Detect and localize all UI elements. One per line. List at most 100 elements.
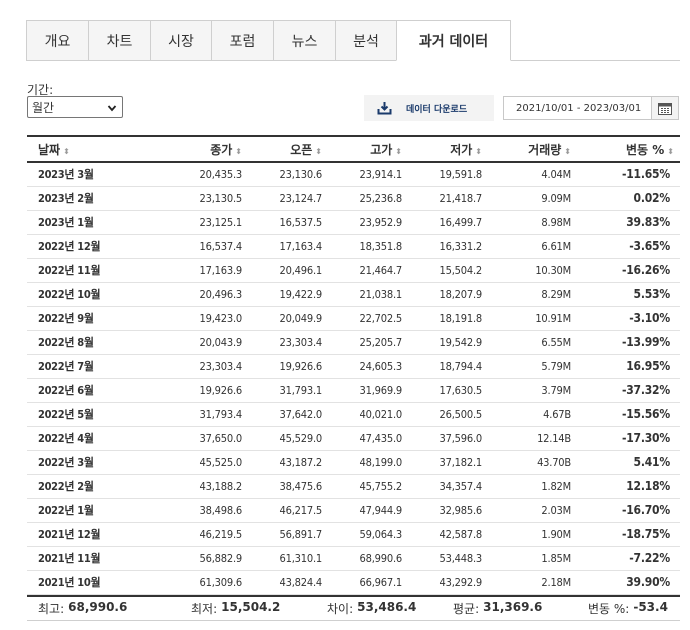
- chevron-down-icon: [107, 102, 117, 112]
- cell-date: 2022년 9월: [27, 306, 153, 331]
- cell-high: 25,236.8: [328, 186, 408, 211]
- period-select[interactable]: 월간: [27, 96, 123, 118]
- cell-close: 38,498.6: [153, 498, 248, 523]
- cell-change: 5.41%: [577, 450, 680, 475]
- cell-date: 2022년 4월: [27, 426, 153, 451]
- download-label: 데이터 다운로드: [406, 104, 468, 115]
- cell-close: 45,525.0: [153, 450, 248, 475]
- column-header-label: 날짜: [38, 142, 61, 157]
- cell-low: 21,418.7: [408, 186, 488, 211]
- tab-news[interactable]: 뉴스: [273, 20, 335, 61]
- column-header-date[interactable]: 날짜 ⬍: [27, 135, 153, 163]
- cell-high: 59,064.3: [328, 522, 408, 547]
- column-header-volume[interactable]: 거래량 ⬍: [488, 135, 577, 163]
- cell-close: 23,125.1: [153, 210, 248, 235]
- cell-open: 61,310.1: [248, 546, 328, 571]
- cell-change: -13.99%: [577, 330, 680, 355]
- tab-bar: 개요 차트 시장 포럼 뉴스 분석 과거 데이터: [26, 20, 511, 61]
- table-row: 2021년 10월 61,309.6 43,824.4 66,967.1 43,292.…: [27, 570, 680, 595]
- cell-volume: 4.67B: [488, 402, 577, 427]
- cell-open: 20,496.1: [248, 258, 328, 283]
- cell-high: 45,755.2: [328, 474, 408, 499]
- cell-date: 2022년 7월: [27, 354, 153, 379]
- cell-date: 2022년 12월: [27, 234, 153, 259]
- cell-open: 43,824.4: [248, 570, 328, 595]
- period-select-value: 월간: [32, 100, 55, 115]
- historical-data-table: 날짜 ⬍ 종가 ⬍ 오픈 ⬍ 고가 ⬍ 저가 ⬍ 거래량 ⬍ 변동 % ⬍ 2023년 3월 20,435.…: [27, 135, 680, 595]
- table-row: 2023년 2월 23,130.5 23,124.7 25,236.8 21,418.7…: [27, 186, 680, 211]
- cell-low: 15,504.2: [408, 258, 488, 283]
- column-header-open[interactable]: 오픈 ⬍: [248, 135, 328, 163]
- calendar-icon[interactable]: [652, 97, 678, 119]
- cell-date: 2022년 3월: [27, 450, 153, 475]
- cell-volume: 6.61M: [488, 234, 577, 259]
- cell-low: 34,357.4: [408, 474, 488, 499]
- summary-highest: 최고: 68,990.6: [38, 600, 128, 616]
- cell-high: 48,199.0: [328, 450, 408, 475]
- cell-close: 16,537.4: [153, 234, 248, 259]
- cell-date: 2022년 6월: [27, 378, 153, 403]
- column-header-low[interactable]: 저가 ⬍: [408, 135, 488, 163]
- cell-high: 31,969.9: [328, 378, 408, 403]
- download-button[interactable]: 데이터 다운로드: [364, 95, 494, 121]
- cell-volume: 5.79M: [488, 354, 577, 379]
- cell-low: 43,292.9: [408, 570, 488, 595]
- cell-open: 46,217.5: [248, 498, 328, 523]
- cell-open: 43,187.2: [248, 450, 328, 475]
- tab-overview[interactable]: 개요: [26, 20, 88, 61]
- table-row: 2022년 1월 38,498.6 46,217.5 47,944.9 32,985.6…: [27, 498, 680, 523]
- cell-high: 22,702.5: [328, 306, 408, 331]
- cell-change: 5.53%: [577, 282, 680, 307]
- sort-icon: ⬍: [63, 146, 70, 156]
- table-row: 2022년 5월 31,793.4 37,642.0 40,021.0 26,500.5…: [27, 402, 680, 427]
- cell-date: 2021년 11월: [27, 546, 153, 571]
- cell-open: 38,475.6: [248, 474, 328, 499]
- cell-close: 19,926.6: [153, 378, 248, 403]
- table-row: 2022년 7월 23,303.4 19,926.6 24,605.3 18,794.4…: [27, 354, 680, 379]
- tab-chart[interactable]: 차트: [88, 20, 150, 61]
- cell-volume: 1.90M: [488, 522, 577, 547]
- tab-analysis[interactable]: 분석: [335, 20, 396, 61]
- table-row: 2022년 9월 19,423.0 20,049.9 22,702.5 18,191.8…: [27, 306, 680, 331]
- cell-low: 37,182.1: [408, 450, 488, 475]
- cell-change: -16.70%: [577, 498, 680, 523]
- cell-close: 37,650.0: [153, 426, 248, 451]
- cell-volume: 10.30M: [488, 258, 577, 283]
- cell-high: 47,435.0: [328, 426, 408, 451]
- column-header-high[interactable]: 고가 ⬍: [328, 135, 408, 163]
- cell-high: 40,021.0: [328, 402, 408, 427]
- cell-change: 16.95%: [577, 354, 680, 379]
- cell-open: 17,163.4: [248, 234, 328, 259]
- summary-change: 변동 %: -53.4: [588, 600, 668, 616]
- table-row: 2021년 11월 56,882.9 61,310.1 68,990.6 53,448.…: [27, 546, 680, 571]
- tab-forum[interactable]: 포럼: [211, 20, 273, 61]
- tab-market[interactable]: 시장: [150, 20, 211, 61]
- cell-change: -11.65%: [577, 162, 680, 187]
- column-header-close[interactable]: 종가 ⬍: [153, 135, 248, 163]
- column-header-label: 변동 %: [626, 142, 665, 157]
- cell-close: 56,882.9: [153, 546, 248, 571]
- cell-change: 39.83%: [577, 210, 680, 235]
- cell-volume: 2.03M: [488, 498, 577, 523]
- date-range-value[interactable]: 2021/10/01 - 2023/03/01: [504, 97, 652, 119]
- cell-date: 2021년 10월: [27, 570, 153, 595]
- cell-volume: 8.29M: [488, 282, 577, 307]
- cell-volume: 10.91M: [488, 306, 577, 331]
- cell-date: 2022년 1월: [27, 498, 153, 523]
- cell-open: 23,130.6: [248, 162, 328, 187]
- cell-change: -3.65%: [577, 234, 680, 259]
- table-row: 2022년 3월 45,525.0 43,187.2 48,199.0 37,182.1…: [27, 450, 680, 475]
- table-row: 2022년 10월 20,496.3 19,422.9 21,038.1 18,207.…: [27, 282, 680, 307]
- column-header-label: 고가: [370, 142, 393, 157]
- cell-close: 20,496.3: [153, 282, 248, 307]
- summary-lowest: 최저: 15,504.2: [191, 600, 281, 616]
- date-range-picker[interactable]: 2021/10/01 - 2023/03/01: [503, 96, 679, 120]
- tab-historical-data[interactable]: 과거 데이터: [396, 20, 511, 61]
- cell-date: 2022년 8월: [27, 330, 153, 355]
- column-header-change[interactable]: 변동 % ⬍: [577, 135, 680, 163]
- table-row: 2023년 1월 23,125.1 16,537.5 23,952.9 16,499.7…: [27, 210, 680, 235]
- cell-close: 17,163.9: [153, 258, 248, 283]
- cell-date: 2022년 11월: [27, 258, 153, 283]
- cell-close: 46,219.5: [153, 522, 248, 547]
- sort-icon: ⬍: [235, 146, 242, 156]
